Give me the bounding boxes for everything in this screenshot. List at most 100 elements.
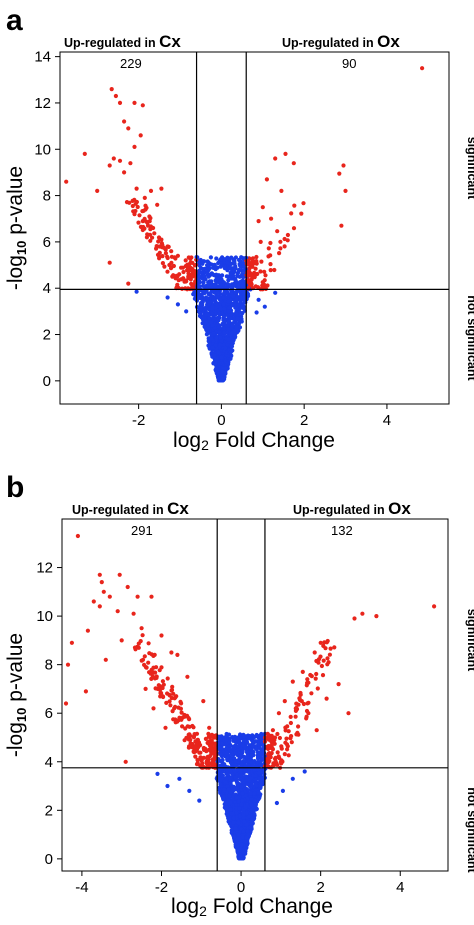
data-point [235, 785, 240, 790]
data-point [301, 201, 306, 206]
data-point [238, 294, 243, 299]
data-point [262, 304, 267, 309]
data-point [134, 289, 139, 294]
data-point [209, 279, 214, 284]
data-point [227, 265, 232, 271]
data-point [131, 611, 136, 616]
data-point [289, 740, 294, 745]
data-point [232, 756, 237, 761]
data-point [221, 787, 227, 792]
data-point [134, 199, 139, 205]
data-point [185, 724, 190, 729]
y-tick-label: 8 [43, 188, 51, 205]
data-point [252, 812, 257, 817]
data-point [132, 212, 137, 217]
data-point [250, 821, 255, 826]
data-point [64, 179, 69, 184]
data-point [326, 660, 331, 665]
y-tick-label: 8 [45, 657, 53, 674]
data-point [336, 682, 341, 687]
data-point [139, 626, 144, 631]
data-point [208, 761, 213, 766]
data-point [247, 778, 252, 783]
data-point [237, 806, 242, 811]
data-point [194, 762, 200, 767]
data-point [220, 757, 225, 763]
data-point [215, 302, 220, 307]
data-point [360, 611, 365, 616]
data-point [202, 284, 207, 289]
data-point [138, 224, 143, 229]
data-point [258, 783, 263, 788]
data-point [289, 734, 294, 739]
data-point [224, 800, 229, 805]
data-point [226, 787, 231, 792]
data-point [91, 599, 96, 604]
panel-a-header-right: Up-regulated in Ox [282, 32, 400, 51]
data-point [211, 272, 216, 278]
data-point [218, 282, 223, 288]
data-point [212, 283, 217, 288]
data-point [243, 839, 248, 844]
data-point [241, 829, 246, 834]
data-point [75, 533, 80, 539]
x-tick-label: 0 [237, 879, 245, 896]
data-point [215, 276, 220, 281]
data-point [227, 793, 232, 799]
data-point [197, 750, 202, 755]
data-point [178, 699, 183, 705]
data-point [65, 662, 71, 667]
data-point [239, 762, 244, 767]
data-point [156, 239, 161, 244]
data-point [225, 256, 230, 261]
data-point [278, 239, 283, 244]
data-point [224, 737, 229, 743]
data-point [215, 294, 220, 299]
data-point [352, 616, 357, 621]
data-point [203, 736, 208, 742]
data-point [238, 768, 243, 773]
data-point [225, 757, 230, 762]
data-point [231, 816, 236, 821]
data-point [337, 171, 342, 176]
data-point [236, 789, 241, 794]
data-point [324, 696, 329, 701]
data-point [185, 674, 190, 679]
data-point [174, 719, 179, 724]
data-point [228, 316, 233, 321]
data-point [234, 803, 239, 808]
data-point [252, 815, 257, 821]
data-point [233, 334, 238, 339]
data-point [249, 783, 254, 788]
data-point [181, 269, 186, 275]
data-point [157, 254, 162, 259]
panel-a-header-left: Up-regulated in Cx [64, 32, 181, 51]
data-point [148, 238, 153, 243]
data-point [230, 303, 235, 308]
data-point [238, 263, 243, 269]
data-point [260, 732, 265, 738]
data-point [256, 770, 261, 776]
data-point [237, 280, 242, 285]
y-tick-label: 4 [45, 754, 53, 771]
x-tick-label: 4 [396, 879, 404, 896]
data-point [204, 749, 209, 754]
data-point [222, 290, 227, 296]
data-point [229, 312, 234, 317]
data-point [85, 628, 90, 633]
data-point [257, 745, 262, 751]
data-point [250, 258, 255, 263]
data-point [222, 319, 227, 324]
data-point [241, 290, 246, 295]
panel-a: a Up-regulated in Cx Up-regulated in Ox … [4, 4, 474, 453]
data-point [270, 728, 275, 733]
data-point [312, 650, 317, 655]
data-point [246, 832, 252, 838]
data-point [234, 795, 239, 800]
data-point [174, 273, 179, 278]
data-point [253, 781, 258, 786]
data-point [152, 231, 157, 236]
data-point [205, 263, 210, 268]
data-point [211, 296, 216, 301]
data-point [201, 699, 206, 704]
